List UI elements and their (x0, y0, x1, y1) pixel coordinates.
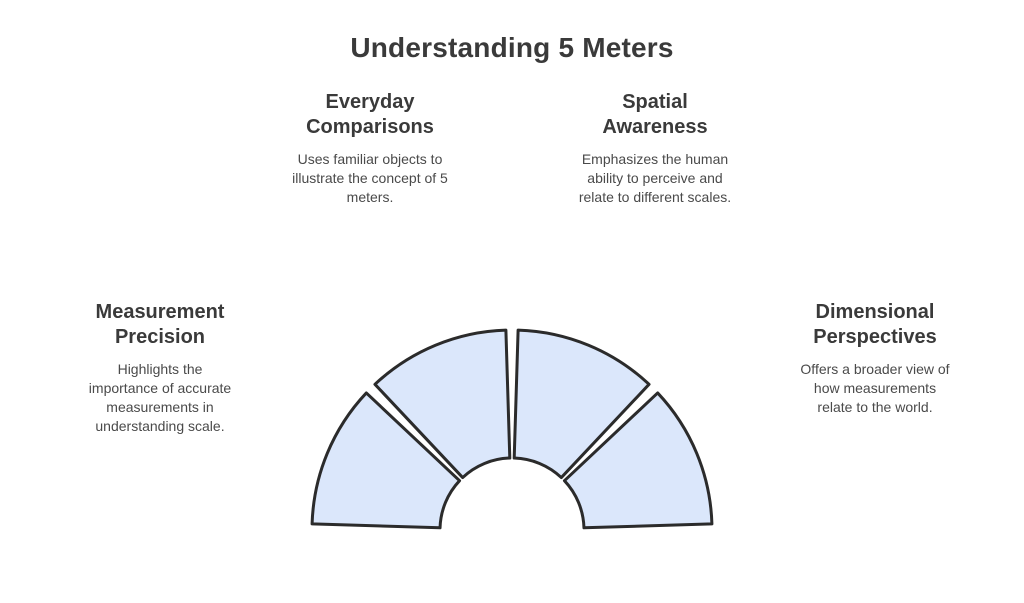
fan-chart (282, 290, 742, 550)
item-desc: Offers a broader view of how measurement… (770, 360, 980, 417)
item-heading: Measurement Precision (60, 300, 260, 350)
item-heading: Everyday Comparisons (260, 90, 480, 140)
fan-svg (282, 290, 742, 550)
item-desc: Uses familiar objects to illustrate the … (260, 150, 480, 207)
diagram-stage: Understanding 5 Meters Measurement Preci… (0, 0, 1024, 603)
item-desc: Emphasizes the human ability to perceive… (545, 150, 765, 207)
item-heading: Dimensional Perspectives (770, 300, 980, 350)
page-title: Understanding 5 Meters (0, 32, 1024, 64)
item-spatial-awareness: Spatial Awareness Emphasizes the human a… (545, 90, 765, 207)
item-heading: Spatial Awareness (545, 90, 765, 140)
item-dimensional-perspectives: Dimensional Perspectives Offers a broade… (770, 300, 980, 417)
item-measurement-precision: Measurement Precision Highlights the imp… (60, 300, 260, 436)
item-desc: Highlights the importance of accurate me… (60, 360, 260, 436)
item-everyday-comparisons: Everyday Comparisons Uses familiar objec… (260, 90, 480, 207)
